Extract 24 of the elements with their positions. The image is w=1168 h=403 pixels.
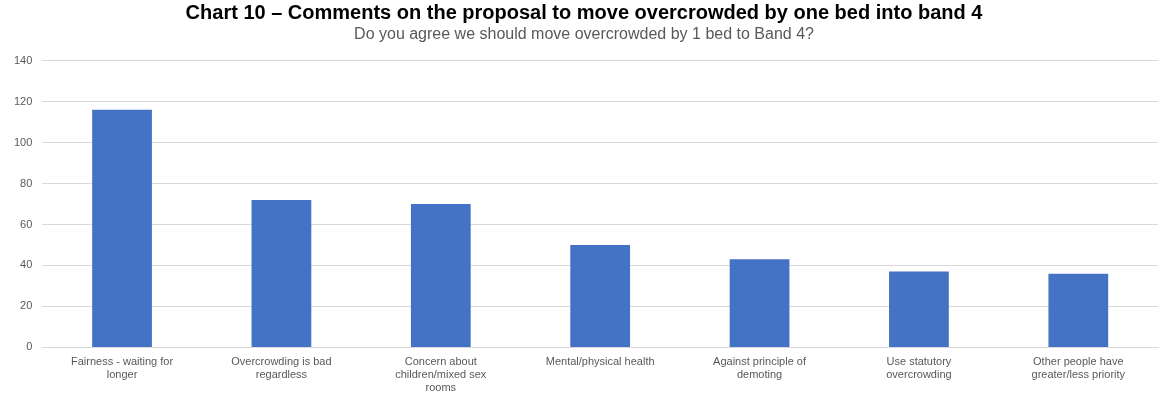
y-tick-label: 120	[13, 94, 33, 107]
x-tick-label: Fairness - waiting for longer	[71, 355, 174, 381]
bar	[889, 271, 949, 347]
chart-title: Chart 10 – Comments on the proposal to move overcrowded by one bed into band 4	[184, 0, 984, 24]
y-tick-label: 40	[20, 258, 33, 271]
bar	[729, 259, 790, 347]
y-tick-label: 0	[26, 340, 33, 353]
bar	[570, 244, 631, 347]
x-tick-label: Overcrowding is bad regardless	[231, 355, 332, 381]
x-tick-label: Against principle of demoting	[713, 355, 807, 381]
y-tick-label: 80	[20, 176, 33, 189]
chart-subtitle: Do you agree we should move overcrowded by 1 bed to Band 4?	[353, 24, 815, 44]
bar	[251, 199, 312, 347]
y-tick-label: 140	[13, 53, 33, 66]
bar	[92, 109, 152, 347]
y-tick-label: 100	[13, 135, 33, 148]
y-tick-label: 60	[20, 217, 33, 230]
bar	[1048, 273, 1109, 347]
x-tick-label: Mental/physical health	[545, 355, 655, 368]
x-tick-label: Concern about children/mixed sex rooms	[395, 355, 487, 394]
y-tick-label: 20	[20, 299, 33, 312]
x-tick-label: Other people have greater/less priority	[1031, 355, 1126, 381]
bar	[410, 204, 471, 347]
x-tick-label: Use statutory overcrowding	[886, 355, 952, 381]
